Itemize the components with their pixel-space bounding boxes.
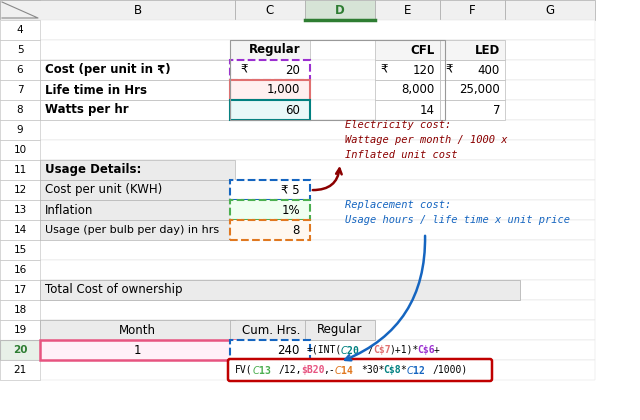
Text: 60: 60 [285,103,300,116]
Text: ₹: ₹ [445,63,452,76]
Text: 7: 7 [493,103,500,116]
FancyBboxPatch shape [40,200,235,220]
Text: Regular: Regular [317,323,363,336]
FancyBboxPatch shape [375,0,440,20]
FancyBboxPatch shape [0,360,595,380]
Text: Month: Month [119,323,156,336]
FancyBboxPatch shape [40,280,520,300]
Text: 16: 16 [13,265,27,275]
Text: 13: 13 [13,205,27,215]
FancyBboxPatch shape [0,180,40,200]
FancyBboxPatch shape [230,320,310,340]
Text: B: B [133,3,141,16]
Text: Cost (per unit in ₹): Cost (per unit in ₹) [45,63,171,76]
Text: $C$13: $C$13 [252,364,271,376]
FancyBboxPatch shape [0,300,595,320]
Text: /1000): /1000) [433,365,468,375]
Text: Electricity cost:: Electricity cost: [345,120,451,130]
Text: ,-: ,- [323,365,335,375]
FancyBboxPatch shape [0,120,595,140]
FancyBboxPatch shape [0,160,40,180]
FancyBboxPatch shape [40,100,235,120]
Text: 120: 120 [413,63,435,76]
FancyBboxPatch shape [440,80,505,100]
FancyBboxPatch shape [0,80,595,100]
FancyBboxPatch shape [505,0,595,20]
FancyBboxPatch shape [228,359,492,381]
Text: E: E [404,3,411,16]
FancyBboxPatch shape [0,320,40,340]
Text: *: * [400,365,406,375]
FancyBboxPatch shape [235,0,305,20]
Text: 8: 8 [292,223,300,236]
Text: +: + [433,345,440,355]
Text: 9: 9 [17,125,23,135]
FancyBboxPatch shape [0,140,595,160]
FancyBboxPatch shape [40,80,235,100]
FancyBboxPatch shape [40,340,235,360]
FancyBboxPatch shape [0,280,595,300]
FancyBboxPatch shape [40,220,235,240]
Text: ₹ 5: ₹ 5 [282,184,300,197]
Text: C$8: C$8 [383,365,401,375]
FancyBboxPatch shape [0,20,595,40]
FancyBboxPatch shape [0,160,595,180]
FancyBboxPatch shape [0,40,40,60]
Text: 15: 15 [13,245,27,255]
FancyBboxPatch shape [230,100,310,120]
FancyBboxPatch shape [0,280,40,300]
FancyBboxPatch shape [375,100,440,120]
Text: 6: 6 [17,65,23,75]
Text: Cost per unit (KWH): Cost per unit (KWH) [45,184,163,197]
Text: 18: 18 [13,305,27,315]
Text: =(INT(: =(INT( [307,345,342,355]
FancyBboxPatch shape [0,340,595,360]
Text: D: D [335,3,345,16]
Text: /12,: /12, [279,365,303,375]
FancyBboxPatch shape [0,240,595,260]
Text: CFL: CFL [411,44,435,57]
Text: /: / [367,345,373,355]
Text: 12: 12 [13,185,27,195]
FancyBboxPatch shape [305,320,375,340]
Text: Usage Details:: Usage Details: [45,163,141,176]
Text: 20: 20 [13,345,28,355]
FancyBboxPatch shape [230,180,310,200]
Text: 25,000: 25,000 [460,84,500,97]
FancyBboxPatch shape [0,320,595,340]
Text: 1%: 1% [282,204,300,216]
Text: Inflation: Inflation [45,204,93,216]
FancyBboxPatch shape [0,100,40,120]
FancyBboxPatch shape [0,340,40,360]
FancyBboxPatch shape [0,200,40,220]
FancyBboxPatch shape [0,200,595,220]
FancyBboxPatch shape [0,260,595,280]
Text: 5: 5 [17,45,23,55]
FancyBboxPatch shape [0,0,40,20]
Text: )+1)*: )+1)* [390,345,419,355]
Text: 1: 1 [134,344,141,357]
Text: 7: 7 [17,85,23,95]
FancyBboxPatch shape [40,60,235,80]
Text: C$6: C$6 [417,345,435,355]
FancyBboxPatch shape [0,220,595,240]
FancyBboxPatch shape [0,240,40,260]
FancyBboxPatch shape [375,80,440,100]
FancyBboxPatch shape [0,340,40,360]
FancyBboxPatch shape [0,40,595,60]
FancyBboxPatch shape [440,100,505,120]
Text: 4: 4 [17,25,23,35]
Text: 17: 17 [13,285,27,295]
Text: G: G [545,3,555,16]
Text: $B20: $B20 [301,365,324,375]
Text: 14: 14 [420,103,435,116]
Text: C$7: C$7 [373,345,390,355]
Text: $C$12: $C$12 [406,364,425,376]
Text: 19: 19 [13,325,27,335]
Text: *30*: *30* [362,365,385,375]
FancyBboxPatch shape [0,120,40,140]
FancyBboxPatch shape [0,360,40,380]
Text: 8,000: 8,000 [402,84,435,97]
FancyBboxPatch shape [40,160,235,180]
